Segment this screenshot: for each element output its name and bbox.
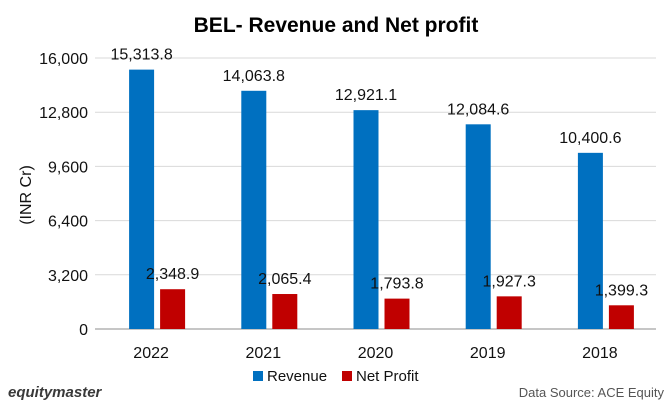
x-tick-label: 2018 — [582, 345, 618, 362]
y-axis-label: (INR Cr) — [18, 165, 35, 225]
bar-net-profit — [384, 298, 410, 329]
data-label: 1,927.3 — [483, 273, 536, 290]
legend-swatch — [342, 371, 352, 381]
bar-revenue — [577, 152, 603, 329]
bar-net-profit — [496, 296, 522, 329]
bar-revenue — [241, 90, 267, 329]
y-tick-label: 0 — [79, 322, 88, 339]
bar-net-profit — [160, 289, 186, 329]
y-axis: 0 3,200 6,400 9,600 12,800 16,000 — [39, 51, 88, 339]
data-label: 15,313.8 — [110, 47, 172, 64]
x-tick-label: 2022 — [133, 345, 169, 362]
y-tick-label: 3,200 — [48, 268, 88, 285]
bars — [129, 69, 634, 330]
data-labels: 15,313.8 2,348.9 14,063.8 2,065.4 12,921.1 1,… — [110, 47, 648, 300]
data-label: 10,400.6 — [559, 130, 621, 147]
x-tick-label: 2020 — [358, 345, 394, 362]
data-label: 2,348.9 — [146, 266, 199, 283]
x-tick-label: 2021 — [246, 345, 282, 362]
data-label: 1,793.8 — [370, 276, 423, 293]
data-label: 12,921.1 — [335, 87, 397, 104]
data-label: 12,084.6 — [447, 101, 509, 118]
y-tick-label: 6,400 — [48, 214, 88, 231]
legend-label: Revenue — [267, 368, 327, 385]
bar-net-profit — [608, 305, 634, 329]
legend-swatch — [253, 371, 263, 381]
data-label: 14,063.8 — [223, 68, 285, 85]
y-tick-label: 16,000 — [39, 51, 88, 68]
chart-title: BEL- Revenue and Net profit — [194, 14, 479, 37]
data-label: 2,065.4 — [258, 271, 311, 288]
bar-revenue — [353, 110, 379, 330]
y-tick-label: 12,800 — [39, 105, 88, 122]
brand-logo: equitymaster — [8, 384, 103, 401]
bar-revenue — [129, 69, 155, 330]
bar-revenue — [465, 124, 491, 330]
x-tick-label: 2019 — [470, 345, 506, 362]
legend: Revenue Net Profit — [253, 368, 419, 385]
data-source: Data Source: ACE Equity — [519, 385, 665, 400]
data-label: 1,399.3 — [595, 282, 648, 299]
bar-net-profit — [272, 294, 298, 329]
x-axis: 2022 2021 2020 2019 2018 — [133, 345, 617, 362]
legend-label: Net Profit — [356, 368, 419, 385]
y-tick-label: 9,600 — [48, 159, 88, 176]
